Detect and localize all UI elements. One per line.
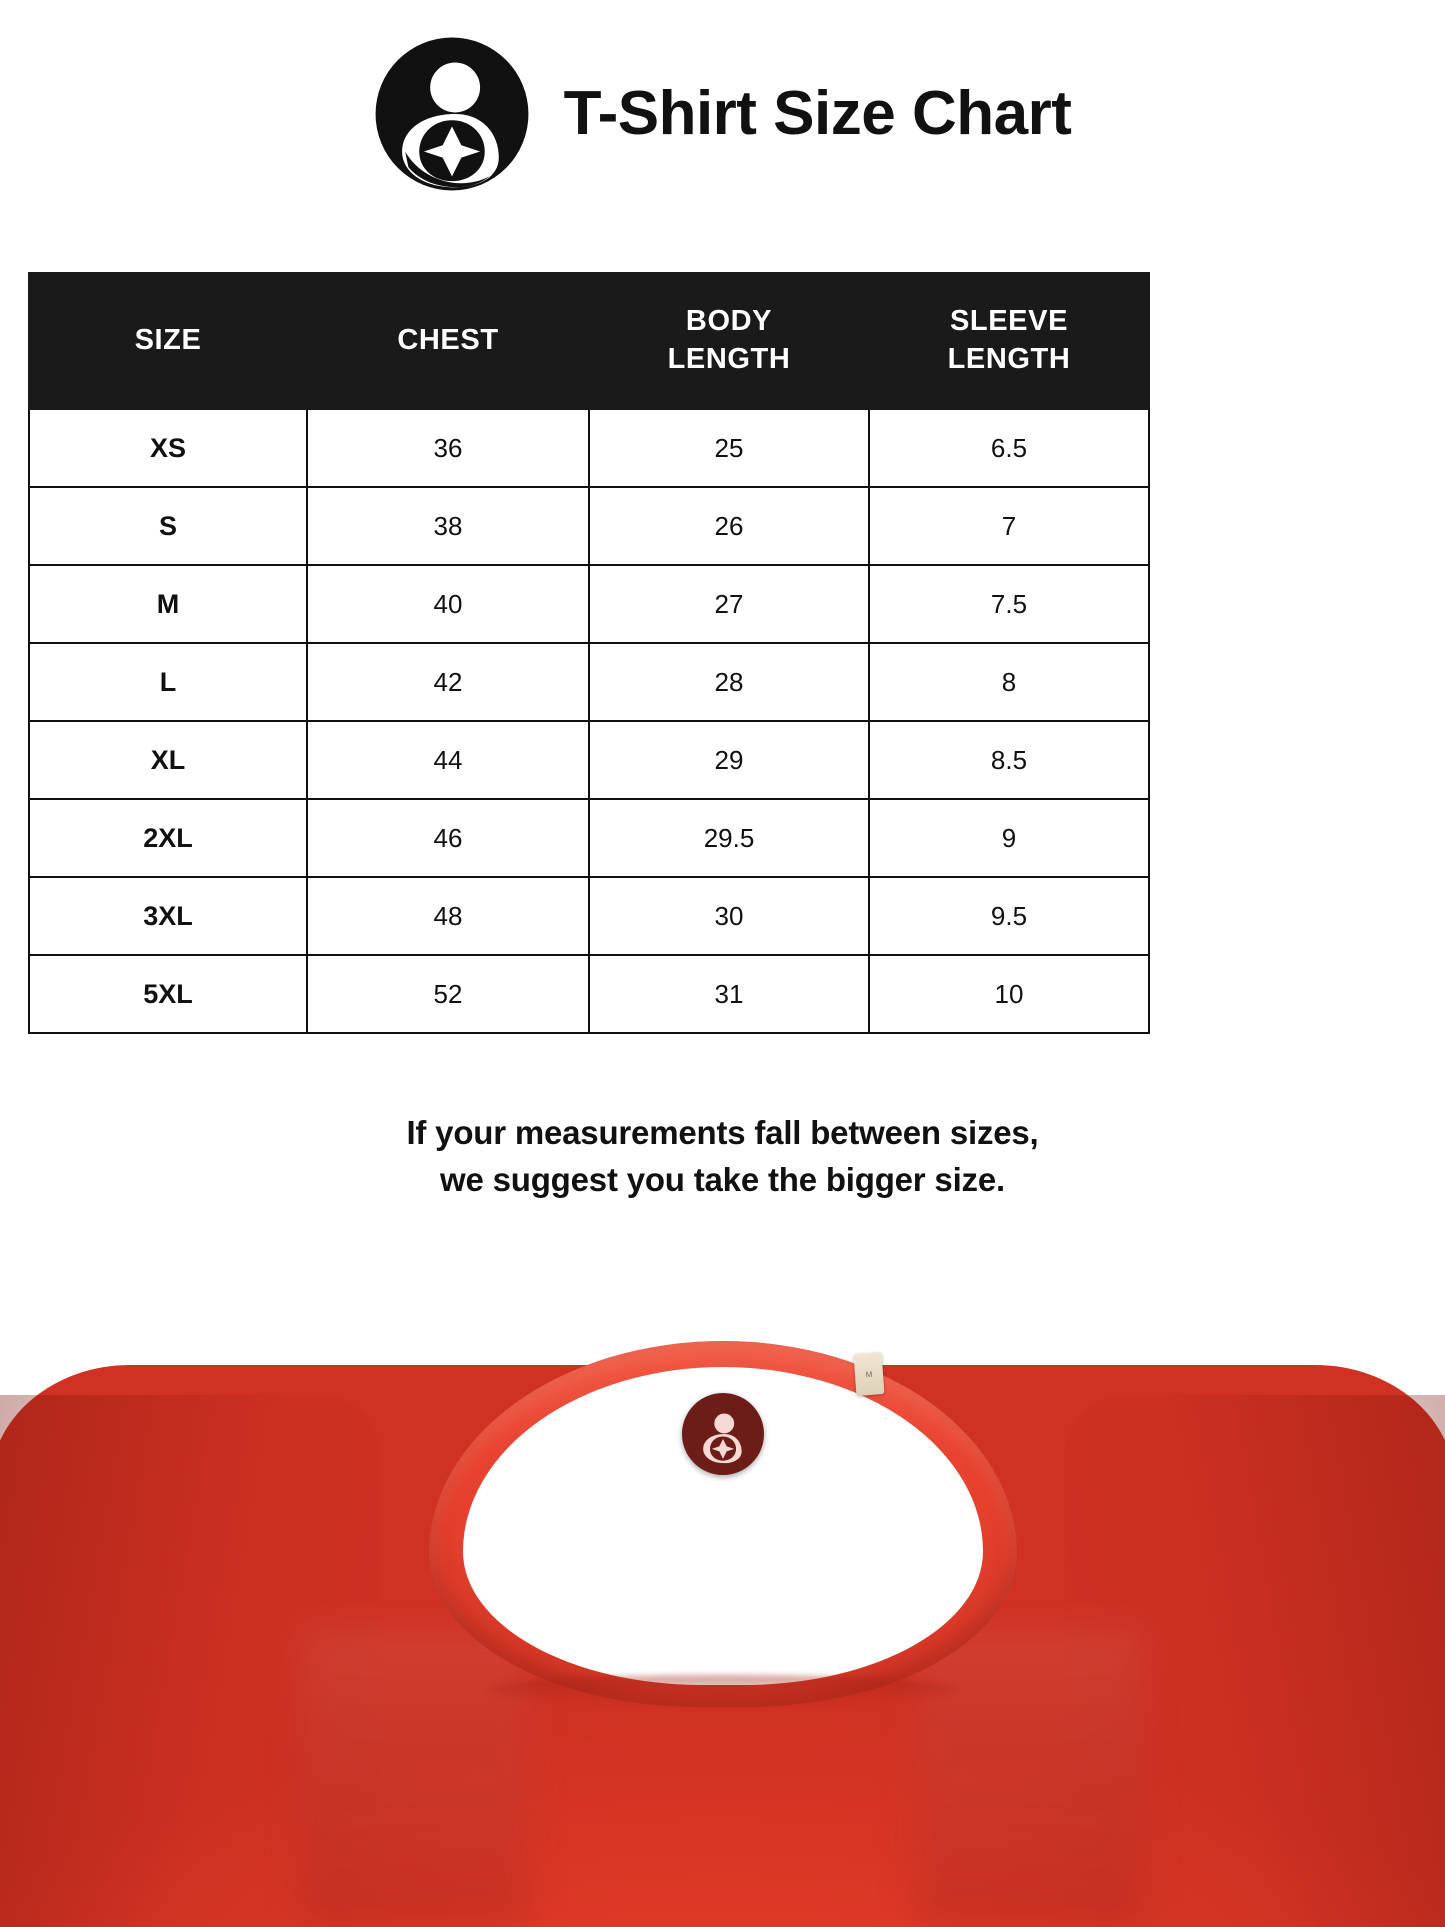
cell-sleeve-length: 6.5 (868, 408, 1150, 488)
column-header-sleeve-length: SLEEVE LENGTH (868, 272, 1150, 410)
cell-chest: 48 (306, 876, 590, 956)
tshirt-shadow-left (0, 1395, 380, 1927)
table-row: XL 44 29 8.5 (28, 720, 1150, 800)
cell-body-length: 26 (588, 486, 870, 566)
cell-chest: 46 (306, 798, 590, 878)
cell-body-length: 25 (588, 408, 870, 488)
table-row: 3XL 48 30 9.5 (28, 876, 1150, 956)
tshirt-photo: M (0, 1245, 1445, 1927)
cell-size: XL (28, 720, 308, 800)
cell-chest: 40 (306, 564, 590, 644)
cell-body-length: 29 (588, 720, 870, 800)
table-row: L 42 28 8 (28, 642, 1150, 722)
column-header-size: SIZE (28, 272, 308, 410)
cell-size: 5XL (28, 954, 308, 1034)
neck-label (681, 1393, 764, 1475)
cell-chest: 44 (306, 720, 590, 800)
cell-body-length: 27 (588, 564, 870, 644)
cell-size: 2XL (28, 798, 308, 878)
column-header-body-length: BODY LENGTH (588, 272, 870, 410)
cell-size: 3XL (28, 876, 308, 956)
column-header-chest: CHEST (306, 272, 590, 410)
column-header-size-line1: SIZE (134, 324, 202, 357)
cell-chest: 42 (306, 642, 590, 722)
cell-sleeve-length: 7.5 (868, 564, 1150, 644)
tshirt-fold-left (300, 1627, 530, 1927)
person-in-circle-logo-icon (375, 37, 529, 191)
column-header-sleeve-length-line2: LENGTH (947, 343, 1071, 375)
column-header-body-length-line2: LENGTH (667, 343, 791, 375)
table-row: M 40 27 7.5 (28, 564, 1150, 644)
sizing-note: If your measurements fall between sizes,… (0, 1110, 1445, 1204)
size-table-container: SIZE CHEST BODY LENGTH SLEEVE LENGTH (28, 272, 1150, 1034)
brand-logo (374, 36, 530, 192)
cell-sleeve-length: 7 (868, 486, 1150, 566)
column-header-body-length-line1: BODY (685, 305, 773, 338)
cell-chest: 38 (306, 486, 590, 566)
cell-sleeve-length: 10 (868, 954, 1150, 1034)
care-tag: M (853, 1352, 885, 1396)
cell-body-length: 29.5 (588, 798, 870, 878)
cell-sleeve-length: 8.5 (868, 720, 1150, 800)
cell-sleeve-length: 8 (868, 642, 1150, 722)
table-row: 2XL 46 29.5 9 (28, 798, 1150, 878)
cell-body-length: 31 (588, 954, 870, 1034)
cell-size: L (28, 642, 308, 722)
tshirt-fold-right (915, 1627, 1145, 1927)
tshirt-neck-seam (487, 1675, 958, 1705)
table-row: S 38 26 7 (28, 486, 1150, 566)
person-in-circle-logo-icon (692, 1403, 753, 1465)
sizing-note-line2: we suggest you take the bigger size. (440, 1160, 1005, 1198)
cell-sleeve-length: 9 (868, 798, 1150, 878)
tshirt-shadow-right (1065, 1395, 1445, 1927)
cell-size: M (28, 564, 308, 644)
sizing-note-line1: If your measurements fall between sizes, (406, 1114, 1039, 1151)
column-header-chest-line1: CHEST (397, 324, 499, 357)
cell-body-length: 28 (588, 642, 870, 722)
table-row: XS 36 25 6.5 (28, 408, 1150, 488)
cell-size: S (28, 486, 308, 566)
table-header-row: SIZE CHEST BODY LENGTH SLEEVE LENGTH (28, 272, 1150, 410)
table-row: 5XL 52 31 10 (28, 954, 1150, 1034)
cell-body-length: 30 (588, 876, 870, 956)
cell-chest: 36 (306, 408, 590, 488)
cell-size: XS (28, 408, 308, 488)
cell-sleeve-length: 9.5 (868, 876, 1150, 956)
page-title: T-Shirt Size Chart (563, 79, 1072, 148)
cell-chest: 52 (306, 954, 590, 1034)
page-header: T-Shirt Size Chart (0, 36, 1445, 192)
table-header: SIZE CHEST BODY LENGTH SLEEVE LENGTH (28, 272, 1150, 410)
table-body: XS 36 25 6.5 S 38 26 7 M 40 27 7.5 (28, 408, 1150, 1034)
column-header-sleeve-length-line1: SLEEVE (949, 305, 1069, 338)
size-table: SIZE CHEST BODY LENGTH SLEEVE LENGTH (28, 272, 1150, 1034)
